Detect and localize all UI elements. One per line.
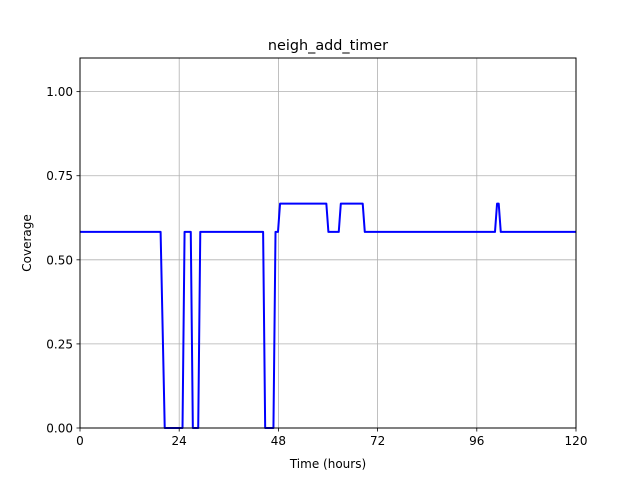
y-ticks: 0.00 0.25 0.50 0.75 1.00 [46,85,80,436]
x-ticks: 0 24 48 72 96 120 [76,428,587,448]
series-layer [80,202,576,429]
y-tick-label: 1.00 [46,85,73,99]
y-tick-label: 0.00 [46,422,73,436]
x-tick-label: 48 [271,434,286,448]
x-tick-label: 120 [565,434,588,448]
y-tick-label: 0.25 [46,337,73,351]
x-tick-label: 72 [370,434,385,448]
x-tick-label: 0 [76,434,84,448]
x-tick-label: 24 [172,434,187,448]
coverage-series-line [80,202,576,429]
plot-frame [79,57,577,429]
y-tick-label: 0.50 [46,253,73,267]
chart-title: neigh_add_timer [268,38,388,54]
y-tick-label: 0.75 [46,169,73,183]
x-tick-label: 96 [469,434,484,448]
y-axis-label: Coverage [20,214,34,272]
x-axis-label: Time (hours) [289,457,366,471]
